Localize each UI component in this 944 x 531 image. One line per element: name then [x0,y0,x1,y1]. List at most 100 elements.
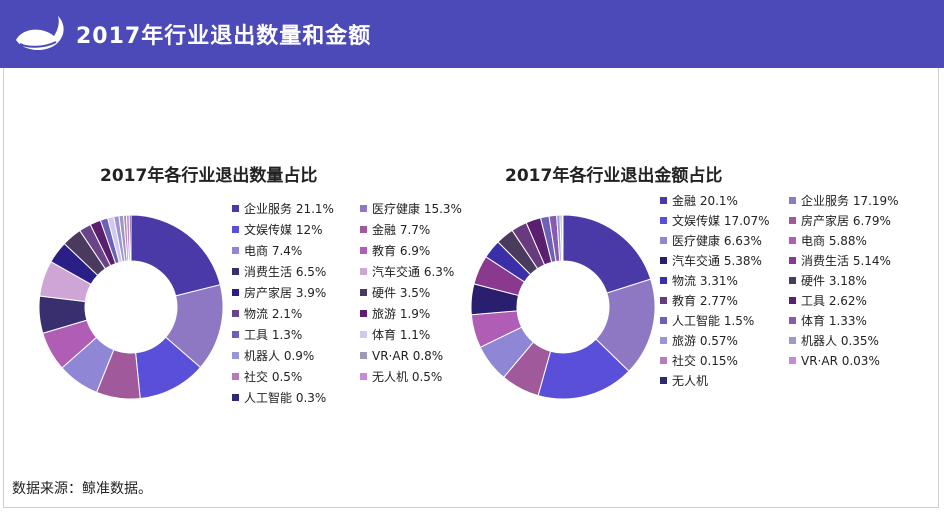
donut-slice [128,214,132,262]
legend-item: 消费生活 5.14% [789,253,891,269]
legend-label: 消费生活 6.5% [244,265,327,279]
legend-swatch [789,337,796,344]
legend-label: 人工智能 0.3% [244,391,327,405]
legend-swatch [789,257,796,264]
legend-swatch [360,247,367,254]
legend-label: 无人机 [672,374,709,388]
legend-label: 人工智能 1.5% [672,314,755,328]
legend-item: 硬件 3.18% [789,273,867,289]
legend-item: 无人机 0.5% [360,369,442,385]
legend-item: 房产家居 6.79% [789,213,891,229]
legend-label: 体育 1.1% [372,328,431,342]
legend-item: 人工智能 1.5% [660,313,754,329]
legend-item: 电商 5.88% [789,233,867,249]
legend-item: 体育 1.1% [360,327,430,343]
legend-label: 房产家居 3.9% [244,286,327,300]
legend-item: 医疗健康 6.63% [660,233,762,249]
legend-item: 硬件 3.5% [360,285,430,301]
legend-label: 电商 5.88% [801,234,867,248]
legend-swatch [789,357,796,364]
legend-label: 体育 1.33% [801,314,867,328]
legend-item: 消费生活 6.5% [232,264,326,280]
legend-label: 工具 1.3% [244,328,303,342]
legend-label: VR·AR 0.8% [372,349,444,363]
legend-swatch [360,289,367,296]
legend-swatch [360,310,367,317]
legend-swatch [360,373,367,380]
legend-swatch [660,317,667,324]
legend-label: 旅游 0.57% [672,334,738,348]
legend-swatch [232,247,239,254]
legend-swatch [660,197,667,204]
legend-item: 体育 1.33% [789,313,867,329]
legend-label: 工具 2.62% [801,294,867,308]
legend-item: 教育 2.77% [660,293,738,309]
legend-label: 物流 2.1% [244,307,303,321]
donut-chart-amount [470,214,656,400]
legend-item: 教育 6.9% [360,243,430,259]
legend-item: VR·AR 0.8% [360,348,443,364]
legend-label: 机器人 0.9% [244,349,315,363]
legend-swatch [232,268,239,275]
legend-label: 教育 6.9% [372,244,431,258]
legend-item: VR·AR 0.03% [789,353,880,369]
legend-item: 工具 2.62% [789,293,867,309]
legend-swatch [789,217,796,224]
legend-label: 企业服务 21.1% [244,202,334,216]
legend-label: 硬件 3.5% [372,286,431,300]
donut-slice [130,214,221,297]
legend-label: 电商 7.4% [244,244,303,258]
legend-item: 企业服务 21.1% [232,201,334,217]
legend-swatch [660,237,667,244]
legend-swatch [232,352,239,359]
source-note: 数据来源：鲸准数据。 [12,481,152,497]
legend-swatch [660,217,667,224]
legend-swatch [789,237,796,244]
legend-swatch [232,331,239,338]
legend-label: 物流 3.31% [672,274,738,288]
chart-title-count: 2017年各行业退出数量占比 [100,166,318,186]
legend-swatch [232,310,239,317]
legend-item: 金融 20.1% [660,193,738,209]
legend-swatch [360,205,367,212]
legend-item: 工具 1.3% [232,327,302,343]
legend-swatch [789,277,796,284]
legend-item: 电商 7.4% [232,243,302,259]
legend-label: VR·AR 0.03% [801,354,880,368]
legend-label: 硬件 3.18% [801,274,867,288]
legend-swatch [789,297,796,304]
legend-label: 金融 20.1% [672,194,738,208]
legend-swatch [360,268,367,275]
legend-item: 旅游 1.9% [360,306,430,322]
legend-item: 医疗健康 15.3% [360,201,462,217]
legend-item: 文娱传媒 17.07% [660,213,770,229]
legend-swatch [360,331,367,338]
legend-swatch [232,226,239,233]
page-title: 2017年行业退出数量和金额 [76,24,372,49]
legend-label: 旅游 1.9% [372,307,431,321]
legend-label: 社交 0.15% [672,354,738,368]
legend-item: 无人机 [660,373,708,389]
header-banner: 2017年行业退出数量和金额 [0,0,944,68]
legend-item: 机器人 0.35% [789,333,879,349]
legend-swatch [360,226,367,233]
legend-item: 社交 0.15% [660,353,738,369]
chart-title-amount: 2017年各行业退出金额占比 [505,166,723,186]
legend-item: 汽车交通 6.3% [360,264,454,280]
legend-label: 机器人 0.35% [801,334,879,348]
legend-item: 物流 2.1% [232,306,302,322]
donut-slice [562,214,652,294]
legend-label: 汽车交通 6.3% [372,265,455,279]
legend-swatch [232,373,239,380]
legend-label: 房产家居 6.79% [801,214,891,228]
legend-swatch [232,289,239,296]
legend-swatch [232,205,239,212]
legend-item: 金融 7.7% [360,222,430,238]
legend-swatch [360,352,367,359]
legend-label: 企业服务 17.19% [801,194,899,208]
legend-item: 房产家居 3.9% [232,285,326,301]
legend-item: 物流 3.31% [660,273,738,289]
legend-label: 汽车交通 5.38% [672,254,762,268]
legend-swatch [660,357,667,364]
legend-item: 旅游 0.57% [660,333,738,349]
